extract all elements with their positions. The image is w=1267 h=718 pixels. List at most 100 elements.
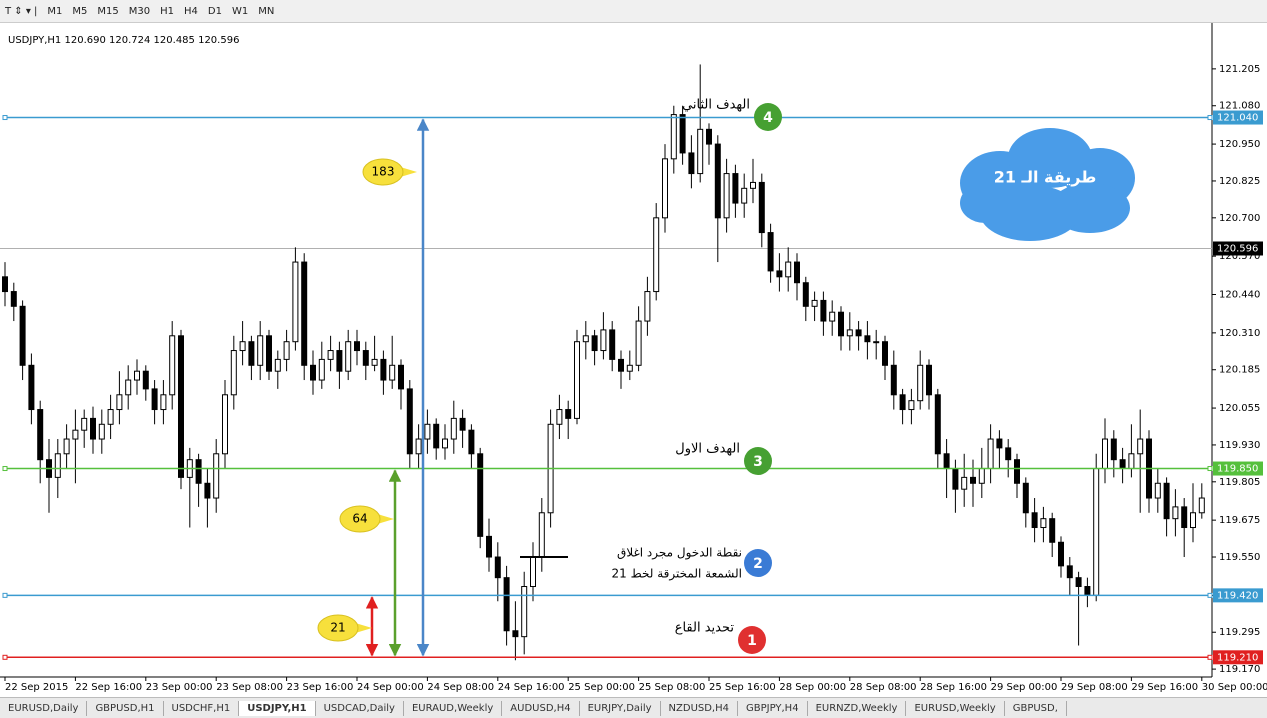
candle-body — [723, 173, 730, 219]
candle-body — [213, 453, 220, 499]
candle-body — [116, 394, 123, 411]
candle-body — [732, 173, 739, 204]
level-handle — [2, 654, 8, 660]
timeframe-button[interactable]: M30 — [128, 5, 151, 17]
candle-body — [1190, 512, 1196, 529]
candle-body — [336, 350, 343, 372]
timeframe-button[interactable]: M1 — [47, 5, 63, 17]
tab[interactable]: EURUSD,Daily — [0, 700, 88, 716]
candle-body — [486, 535, 492, 558]
bubble — [317, 614, 359, 642]
candle-body — [503, 577, 510, 632]
candle-body — [591, 335, 598, 352]
candle-body — [230, 350, 237, 396]
x-tick-label: 22 Sep 2015 — [5, 682, 68, 693]
tab[interactable]: GBPUSD,H1 — [87, 700, 164, 716]
level-label: 119.420 — [1217, 590, 1258, 601]
timeframe-button[interactable]: D1 — [207, 5, 222, 17]
candle-body — [1014, 459, 1020, 484]
x-tick-label: 23 Sep 16:00 — [287, 682, 354, 693]
candle-body — [19, 305, 26, 366]
y-tick-label: 120.310 — [1219, 328, 1260, 339]
candle-body — [1040, 518, 1047, 529]
candle-body — [494, 556, 501, 579]
candle-body — [565, 409, 572, 419]
timeframe-button[interactable]: H1 — [160, 5, 175, 17]
tab[interactable]: EURUSD,Weekly — [906, 700, 1005, 716]
tab[interactable]: GBPUSD, — [1005, 700, 1067, 716]
bubble — [339, 505, 381, 533]
tab[interactable]: USDCHF,H1 — [164, 700, 240, 716]
cloud-text: طريقة الـ 21 — [994, 168, 1097, 187]
note-circle — [738, 626, 766, 654]
candle-body — [81, 417, 88, 431]
candle-body — [706, 128, 712, 145]
candle-body — [1093, 468, 1100, 596]
candle-body — [829, 311, 836, 322]
note-text: الهدف الاول — [675, 442, 740, 457]
quote: 120.690 120.724 120.485 120.596 — [64, 35, 239, 46]
x-tick-label: 23 Sep 00:00 — [146, 682, 213, 693]
note-number: 1 — [747, 633, 757, 649]
level-handle — [2, 466, 8, 472]
candle-body — [1119, 459, 1126, 470]
tab[interactable]: USDCAD,Daily — [316, 700, 404, 716]
candle-body — [767, 232, 774, 272]
candle-body — [670, 114, 677, 160]
candle-body — [802, 282, 809, 307]
candle-body — [1058, 541, 1064, 567]
level-box — [1213, 110, 1263, 125]
y-tick-label: 121.205 — [1219, 64, 1260, 75]
note-circle — [744, 447, 772, 475]
candle-body — [943, 453, 950, 470]
candle-body — [239, 341, 246, 352]
level-handle — [2, 115, 8, 121]
timeframe-button[interactable]: MN — [258, 5, 275, 17]
candle-body — [398, 364, 404, 390]
candle-body — [1084, 586, 1091, 596]
y-tick-label: 119.295 — [1219, 627, 1260, 638]
level-handle — [1207, 466, 1213, 472]
candle-body — [274, 358, 281, 372]
timeframe-button[interactable]: H4 — [184, 5, 198, 17]
candle-body — [882, 341, 888, 366]
tab[interactable]: USDJPY,H1 — [239, 700, 316, 716]
x-tick-label: 25 Sep 08:00 — [639, 682, 706, 693]
tab-bar: EURUSD,Daily GBPUSD,H1 USDCHF,H1 USDJPY,H1 U… — [0, 697, 1267, 718]
candle-body — [890, 364, 897, 396]
note-text: نقطة الدخول مجرد اغلاق — [617, 546, 742, 561]
note-text: تحديد القاع — [675, 621, 735, 636]
x-tick-label: 29 Sep 16:00 — [1131, 682, 1198, 693]
tab[interactable]: EURAUD,Weekly — [404, 700, 503, 716]
candle-body — [714, 143, 721, 219]
candle-body — [635, 320, 642, 366]
candle-body — [1102, 438, 1108, 470]
candle-body — [327, 350, 334, 360]
candle-body — [952, 468, 959, 490]
timeframe-button[interactable]: M5 — [72, 5, 88, 17]
tab[interactable]: GBPJPY,H4 — [738, 700, 808, 716]
chart: USDJPY,H1 120.690 120.724 120.485 120.59… — [0, 23, 1267, 697]
candle-body — [107, 409, 114, 425]
candle-body — [996, 438, 1003, 449]
candle-body — [301, 261, 308, 366]
tab[interactable]: AUDUSD,H4 — [502, 700, 580, 716]
candle-body — [10, 291, 17, 307]
note-text: الشمعة المخترقة لخط 21 — [612, 567, 742, 582]
candle-body — [169, 335, 176, 396]
x-tick-label: 25 Sep 16:00 — [709, 682, 776, 693]
tab[interactable]: EURNZD,Weekly — [808, 700, 907, 716]
icon[interactable]: T ⇕ ▾ | — [5, 5, 38, 17]
tab[interactable]: EURJPY,Daily — [580, 700, 661, 716]
tab[interactable]: NZDUSD,H4 — [661, 700, 738, 716]
candle-body — [310, 364, 316, 381]
candle-body — [204, 482, 211, 499]
candle-body — [582, 335, 589, 343]
candle-body — [697, 128, 704, 175]
timeframe-button[interactable]: W1 — [231, 5, 249, 17]
candle-body — [125, 379, 132, 396]
timeframe-button[interactable]: M15 — [97, 5, 119, 17]
candle-body — [1031, 512, 1038, 529]
candle-body — [574, 341, 580, 419]
candle-body — [54, 453, 61, 478]
